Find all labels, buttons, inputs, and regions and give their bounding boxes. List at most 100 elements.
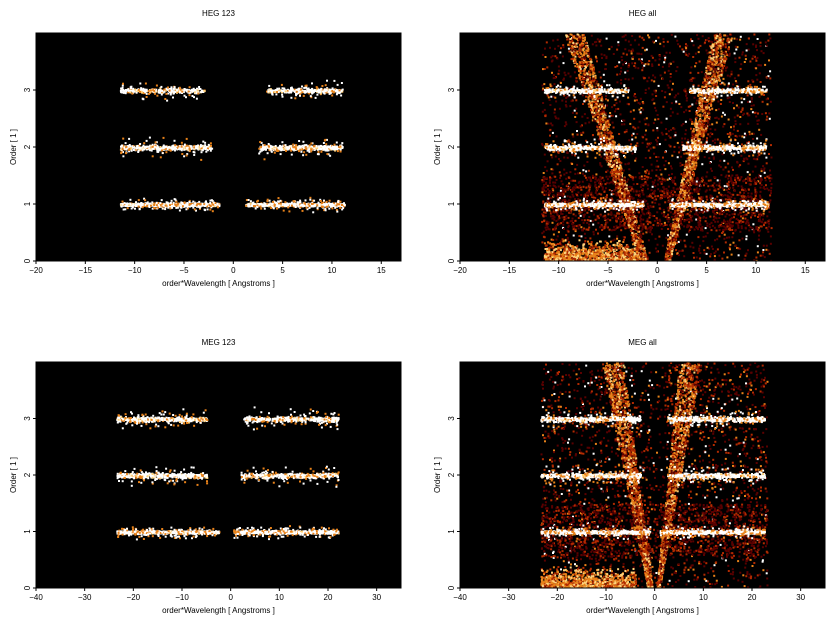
order-event [283, 89, 286, 91]
background-event [647, 63, 650, 66]
order-event [269, 202, 272, 205]
background-event [622, 236, 625, 238]
order-event [181, 92, 183, 94]
order-event [128, 144, 131, 146]
order-event [273, 146, 276, 149]
order-event [259, 150, 262, 153]
order-event [165, 201, 168, 204]
background-event [676, 241, 679, 244]
background-event [741, 53, 744, 56]
order-event [169, 201, 172, 204]
background-event [591, 43, 594, 46]
background-event [574, 154, 576, 157]
background-event [685, 43, 687, 46]
order-event [188, 94, 191, 97]
order-event [164, 147, 167, 150]
background-event [669, 76, 672, 78]
background-event [650, 163, 653, 166]
background-event [661, 133, 664, 136]
background-event [552, 168, 555, 171]
background-event [723, 123, 726, 126]
background-event [600, 165, 603, 168]
background-event [734, 123, 737, 126]
order-event [251, 205, 253, 208]
order-event [341, 142, 344, 145]
background-event [769, 194, 772, 197]
event-image [541, 33, 773, 261]
background-event [770, 144, 772, 147]
background-event [641, 36, 644, 39]
background-event [766, 103, 769, 106]
background-event [677, 43, 680, 46]
order-event [282, 90, 285, 93]
background-event [563, 195, 566, 198]
order-event [306, 204, 309, 207]
order-event [122, 151, 124, 154]
background-event [720, 174, 723, 177]
background-event [592, 223, 595, 226]
background-event [724, 194, 727, 197]
background-event [765, 244, 768, 247]
order-event [155, 203, 158, 205]
background-event [638, 35, 641, 38]
order-event [281, 93, 284, 96]
order-event [290, 86, 293, 89]
order-event [210, 144, 212, 147]
order-event [326, 145, 329, 148]
background-event [657, 118, 660, 121]
order-event [337, 204, 340, 207]
order-event [140, 203, 143, 206]
background-event [692, 44, 695, 47]
order-event [325, 148, 328, 151]
background-event [745, 252, 748, 255]
order-event [187, 90, 190, 93]
order-event [216, 205, 219, 208]
order-event [325, 88, 328, 91]
order-event [165, 88, 168, 91]
background-event [695, 62, 698, 65]
order-event [151, 203, 154, 206]
order-event [192, 151, 195, 153]
background-event [608, 235, 611, 238]
background-event [769, 242, 772, 245]
background-event [760, 64, 762, 67]
order-event [326, 79, 328, 82]
background-event [743, 157, 746, 160]
order-event [169, 207, 172, 210]
order-event [253, 205, 255, 207]
background-event [648, 36, 651, 39]
order-event [188, 86, 191, 89]
background-event [697, 236, 700, 239]
background-event [541, 208, 544, 211]
order-event [304, 84, 307, 87]
background-event [639, 185, 642, 188]
order-event [311, 202, 314, 205]
order-event [121, 203, 124, 206]
background-event [751, 79, 754, 82]
background-event [700, 71, 703, 74]
background-event [572, 135, 575, 138]
background-event [747, 211, 750, 214]
background-event [770, 227, 773, 230]
background-event [737, 247, 740, 250]
background-event [634, 66, 637, 69]
order-event [209, 142, 212, 145]
background-event [725, 236, 728, 239]
order-event [281, 95, 284, 98]
order-event [268, 88, 271, 91]
order-event [306, 208, 309, 211]
order-event [137, 202, 140, 205]
background-event [667, 238, 670, 241]
background-event [541, 142, 544, 145]
background-event [594, 178, 597, 181]
order-event [145, 146, 148, 149]
background-event [647, 212, 650, 215]
order-event [298, 150, 300, 153]
background-event [616, 235, 619, 238]
order-event [183, 202, 186, 205]
background-event [584, 122, 587, 125]
order-event [297, 205, 300, 208]
background-event [736, 129, 739, 132]
order-event [180, 201, 183, 204]
order-event [276, 91, 278, 94]
